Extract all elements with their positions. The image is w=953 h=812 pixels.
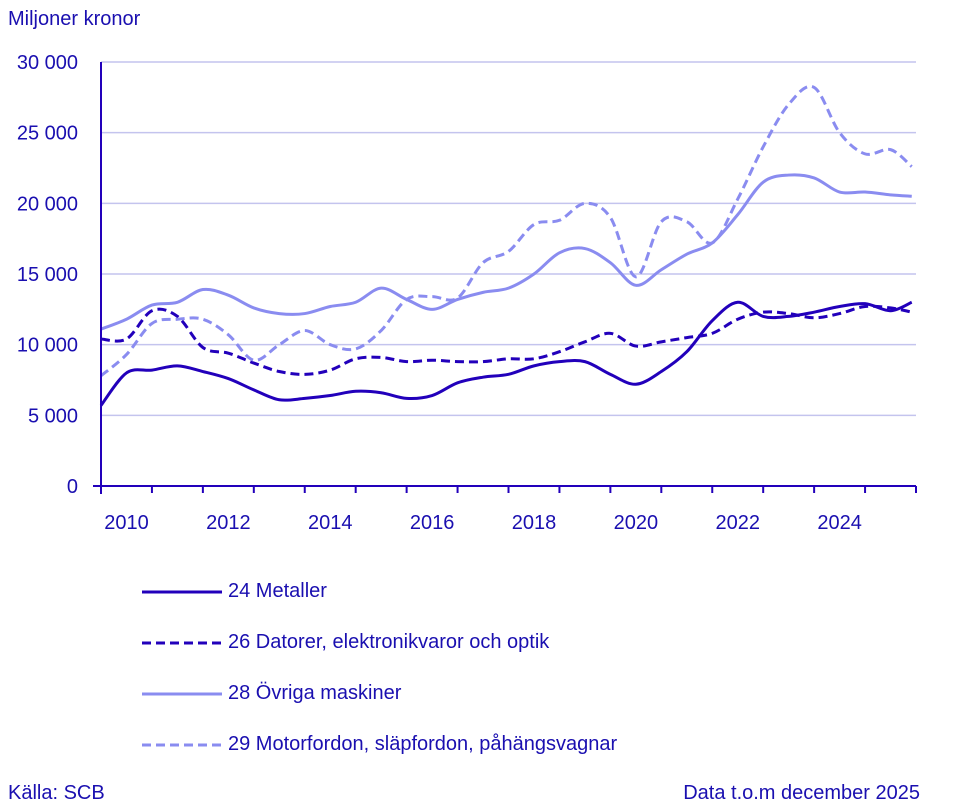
- legend-item: 24 Metaller: [142, 566, 617, 617]
- x-tick-label: 2016: [410, 512, 455, 534]
- series-line: [100, 173, 912, 331]
- data-date-note: Data t.o.m december 2025: [683, 782, 920, 804]
- legend-swatch: [142, 692, 222, 695]
- y-tick-label: 15 000: [17, 264, 78, 286]
- y-tick-label: 5 000: [28, 405, 78, 427]
- y-tick-label: 25 000: [17, 123, 78, 145]
- x-tick-label: 2012: [206, 512, 251, 534]
- legend-swatch: [142, 743, 222, 746]
- series-line: [99, 300, 913, 407]
- series-line: [100, 84, 913, 377]
- legend-item: 26 Datorer, elektronikvaror och optik: [142, 617, 617, 668]
- legend-item: 29 Motorfordon, släpfordon, påhängsvagna…: [142, 719, 617, 770]
- legend-label: 26 Datorer, elektronikvaror och optik: [228, 631, 550, 653]
- x-tick-label: 2022: [715, 512, 760, 534]
- series-line: [100, 304, 913, 376]
- y-axis-label: Miljoner kronor: [8, 8, 141, 30]
- legend-item: 28 Övriga maskiner: [142, 668, 617, 719]
- x-tick-label: 2024: [817, 512, 862, 534]
- x-tick-label: 2020: [614, 512, 659, 534]
- y-tick-label: 30 000: [17, 52, 78, 74]
- x-tick-label: 2010: [104, 512, 149, 534]
- legend: 24 Metaller 26 Datorer, elektronikvaror …: [142, 566, 617, 770]
- y-tick-label: 10 000: [17, 335, 78, 357]
- legend-swatch: [142, 590, 222, 593]
- source-note: Källa: SCB: [8, 782, 105, 804]
- legend-label: 24 Metaller: [228, 580, 327, 602]
- x-tick-label: 2018: [512, 512, 557, 534]
- x-tick-label: 2014: [308, 512, 353, 534]
- legend-label: 28 Övriga maskiner: [228, 682, 402, 704]
- y-tick-label: 20 000: [17, 193, 78, 215]
- y-tick-label: 0: [67, 476, 78, 498]
- legend-swatch: [142, 641, 222, 644]
- legend-label: 29 Motorfordon, släpfordon, påhängsvagna…: [228, 733, 618, 755]
